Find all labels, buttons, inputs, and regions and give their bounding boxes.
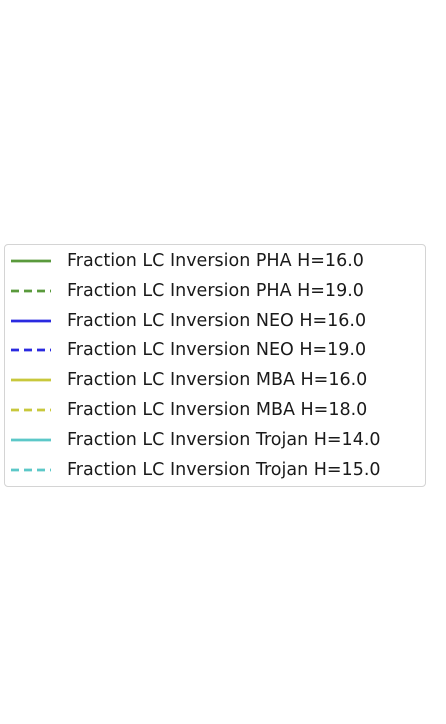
legend-label: Fraction LC Inversion Trojan H=14.0 bbox=[67, 429, 381, 450]
legend-entry: Fraction LC Inversion PHA H=19.0 bbox=[5, 279, 425, 303]
legend-dashed-line-swatch bbox=[11, 468, 51, 471]
legend-entry: Fraction LC Inversion MBA H=18.0 bbox=[5, 398, 425, 422]
legend-label: Fraction LC Inversion MBA H=18.0 bbox=[67, 400, 368, 420]
legend-solid-line-swatch bbox=[11, 259, 51, 263]
legend-solid-line-swatch bbox=[11, 378, 51, 382]
legend-entry: Fraction LC Inversion PHA H=16.0 bbox=[5, 249, 425, 273]
legend-entry: Fraction LC Inversion MBA H=16.0 bbox=[5, 368, 425, 392]
legend-label: Fraction LC Inversion Trojan H=15.0 bbox=[67, 459, 381, 480]
legend-label: Fraction LC Inversion MBA H=16.0 bbox=[67, 370, 368, 391]
legend-dashed-line-swatch bbox=[11, 408, 51, 412]
legend-entry: Fraction LC Inversion Trojan H=15.0 bbox=[5, 458, 425, 482]
legend-label: Fraction LC Inversion PHA H=16.0 bbox=[67, 251, 364, 271]
legend-label: Fraction LC Inversion NEO H=16.0 bbox=[67, 310, 367, 331]
legend-dashed-line-swatch bbox=[11, 348, 51, 352]
legend-entry: Fraction LC Inversion NEO H=19.0 bbox=[5, 338, 425, 362]
legend-dashed-line-swatch bbox=[11, 289, 51, 293]
legend-label: Fraction LC Inversion NEO H=19.0 bbox=[67, 340, 367, 361]
legend-label: Fraction LC Inversion PHA H=19.0 bbox=[67, 280, 364, 301]
chart-legend: Fraction LC Inversion PHA H=16.0 Fraction… bbox=[4, 244, 426, 487]
legend-solid-line-swatch bbox=[11, 319, 51, 322]
legend-solid-line-swatch bbox=[11, 438, 51, 442]
legend-entry: Fraction LC Inversion NEO H=16.0 bbox=[5, 309, 425, 333]
legend-entry: Fraction LC Inversion Trojan H=14.0 bbox=[5, 428, 425, 452]
